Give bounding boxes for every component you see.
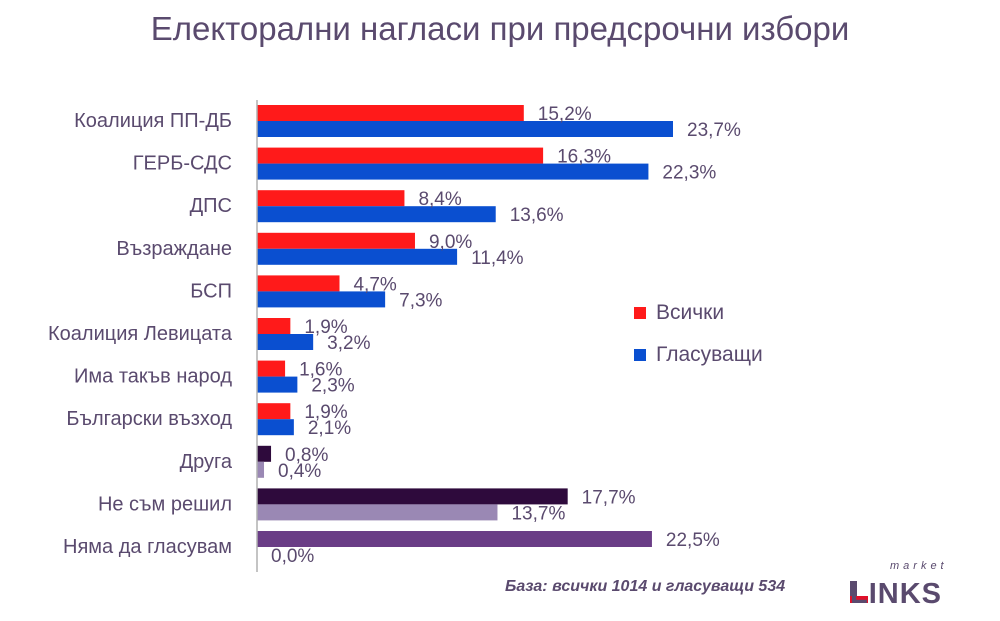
bar-voters <box>257 248 458 265</box>
bar-all <box>257 232 415 249</box>
data-label-all: 1,9% <box>304 317 347 338</box>
bar-voters <box>257 206 496 223</box>
base-note: База: всички 1014 и гласуващи 534 <box>505 578 786 595</box>
data-label-all: 4,7% <box>353 274 396 295</box>
bar-voters <box>257 504 498 521</box>
data-label-all: 15,2% <box>538 104 592 125</box>
data-label-voters: 22,3% <box>662 163 716 184</box>
data-label-all: 8,4% <box>418 189 461 210</box>
category-label: ДПС <box>190 195 232 217</box>
data-label-all: 17,7% <box>582 487 636 508</box>
data-label-voters: 23,7% <box>687 120 741 141</box>
data-label-voters: 0,0% <box>271 546 314 567</box>
data-label-all: 9,0% <box>429 232 472 253</box>
bar-all <box>257 147 544 164</box>
legend: Всички Гласуващи <box>634 292 763 376</box>
data-label-all: 0,8% <box>285 445 328 466</box>
bar-all <box>257 488 568 505</box>
category-label: Няма да гласувам <box>63 536 232 558</box>
category-label: Друга <box>180 451 233 473</box>
category-label: Възраждане <box>116 238 232 260</box>
bar-all <box>257 360 286 377</box>
data-label-voters: 13,7% <box>511 503 565 524</box>
legend-item-voters: Гласуващи <box>634 334 763 376</box>
category-label: БСП <box>190 280 232 302</box>
data-label-voters: 3,2% <box>327 333 370 354</box>
data-label-all: 16,3% <box>557 147 611 168</box>
data-label-all: 22,5% <box>666 530 720 551</box>
bar-voters <box>257 163 649 180</box>
data-label-voters: 11,4% <box>471 248 524 269</box>
bar-voters <box>257 419 294 436</box>
legend-label-all: Всички <box>656 301 725 324</box>
bar-all <box>257 190 405 207</box>
bar-voters <box>257 376 298 393</box>
bar-voters <box>257 461 265 478</box>
bar-voters <box>257 334 314 350</box>
category-label: ГЕРБ-СДС <box>133 153 232 175</box>
data-label-all: 1,9% <box>304 402 347 423</box>
data-label-voters: 2,1% <box>308 418 351 439</box>
legend-item-all: Всички <box>634 292 763 334</box>
category-label: Не съм решил <box>98 493 232 515</box>
bar-voters <box>257 121 673 137</box>
category-label: Български възход <box>66 408 232 430</box>
bar-all <box>257 318 291 334</box>
logo-top-text: market <box>890 560 948 572</box>
legend-label-voters: Гласуващи <box>656 343 763 366</box>
legend-swatch-voters <box>634 349 646 361</box>
bar-all <box>257 105 524 121</box>
chart-title: Електорални нагласи при предсрочни избор… <box>150 10 850 47</box>
category-label: Има такъв народ <box>74 366 232 388</box>
bar-voters <box>257 291 386 308</box>
category-label: Коалиция ПП-ДБ <box>74 110 232 132</box>
logo-main-text: LINKS <box>850 578 942 607</box>
data-label-voters: 13,6% <box>510 205 564 226</box>
bar-all <box>257 445 272 462</box>
bar-all <box>257 531 652 547</box>
data-label-all: 1,6% <box>299 360 342 381</box>
legend-swatch-all <box>634 307 646 319</box>
bar-all <box>257 275 340 292</box>
data-label-voters: 0,4% <box>278 461 321 482</box>
data-label-voters: 7,3% <box>399 290 442 311</box>
bar-all <box>257 403 291 420</box>
data-label-voters: 2,3% <box>311 376 354 397</box>
market-links-logo: market LINKS <box>850 560 948 607</box>
category-label: Коалиция Левицата <box>48 323 233 345</box>
